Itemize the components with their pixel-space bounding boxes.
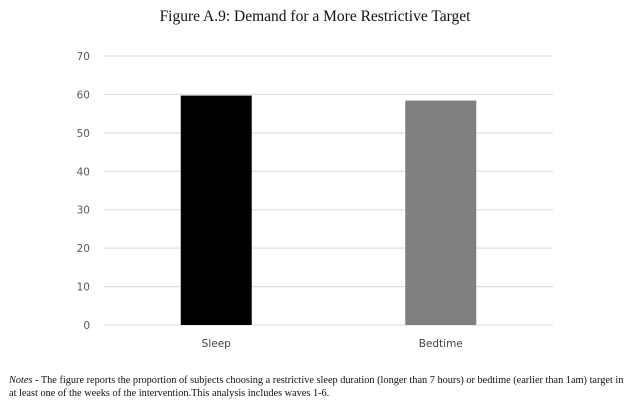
y-tick-label: 30 [77,205,90,217]
bar-bedtime [405,100,477,325]
y-tick-label: 40 [77,166,90,178]
y-axis-ticks: 0 10 20 30 40 50 60 70 [77,51,90,332]
bars [180,95,477,326]
bar-chart: 0 10 20 30 40 50 60 70 Sleep Bedtime [77,51,553,350]
notes-lead: Notes - [9,375,39,386]
y-tick-label: 20 [77,243,90,255]
x-axis-labels: Sleep Bedtime [202,338,463,350]
x-category-label: Sleep [202,338,232,350]
figure-notes: Notes - The figure reports the proportio… [9,374,625,400]
y-tick-label: 70 [77,51,90,63]
y-tick-label: 60 [77,89,90,101]
y-tick-label: 10 [77,282,90,294]
gridlines [104,55,553,326]
bar-sleep [180,95,252,326]
notes-text: The figure reports the proportion of sub… [9,375,624,399]
x-category-label: Bedtime [419,338,463,350]
chart-title: Figure A.9: Demand for a More Restrictiv… [159,8,471,25]
y-tick-label: 50 [77,128,90,140]
y-tick-label: 0 [83,320,90,332]
